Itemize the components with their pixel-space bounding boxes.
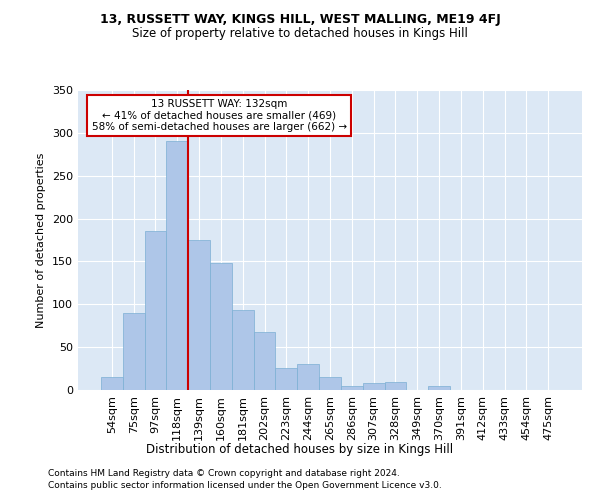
Bar	[210, 263, 232, 390]
Bar	[188, 240, 210, 390]
Bar	[232, 310, 254, 390]
Bar	[101, 377, 123, 390]
Text: Contains HM Land Registry data © Crown copyright and database right 2024.: Contains HM Land Registry data © Crown c…	[48, 468, 400, 477]
Text: 13, RUSSETT WAY, KINGS HILL, WEST MALLING, ME19 4FJ: 13, RUSSETT WAY, KINGS HILL, WEST MALLIN…	[100, 12, 500, 26]
Bar	[319, 377, 341, 390]
Bar	[166, 142, 188, 390]
Bar	[297, 364, 319, 390]
Text: Size of property relative to detached houses in Kings Hill: Size of property relative to detached ho…	[132, 28, 468, 40]
Bar	[428, 386, 450, 390]
Bar	[341, 386, 363, 390]
Text: Contains public sector information licensed under the Open Government Licence v3: Contains public sector information licen…	[48, 481, 442, 490]
Bar	[145, 232, 166, 390]
Bar	[385, 382, 406, 390]
Bar	[363, 383, 385, 390]
Bar	[123, 313, 145, 390]
Y-axis label: Number of detached properties: Number of detached properties	[37, 152, 46, 328]
Bar	[275, 368, 297, 390]
Bar	[254, 332, 275, 390]
Text: Distribution of detached houses by size in Kings Hill: Distribution of detached houses by size …	[146, 442, 454, 456]
Text: 13 RUSSETT WAY: 132sqm
← 41% of detached houses are smaller (469)
58% of semi-de: 13 RUSSETT WAY: 132sqm ← 41% of detached…	[92, 99, 347, 132]
